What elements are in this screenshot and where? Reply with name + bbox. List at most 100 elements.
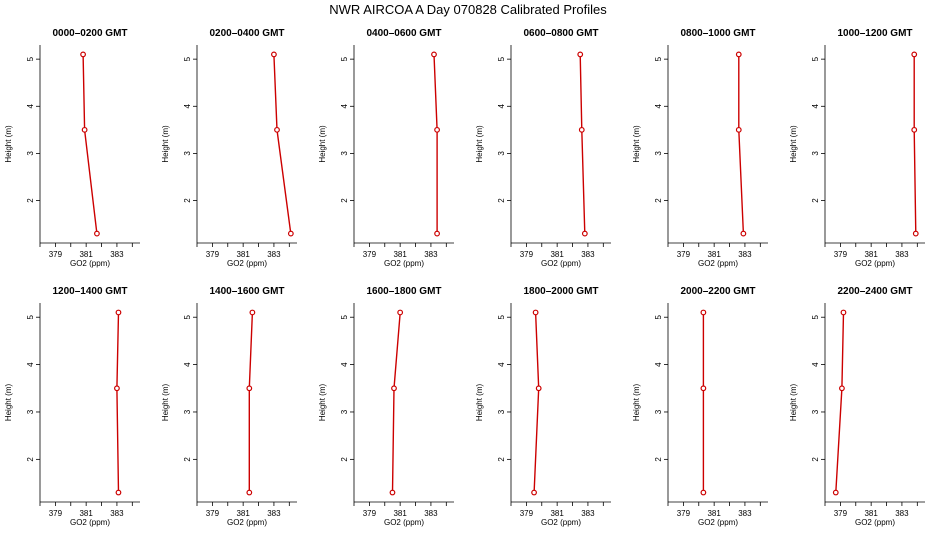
x-tick-label: 381	[550, 250, 564, 259]
x-axis-label: GO2 (ppm)	[855, 518, 895, 527]
profile-line	[913, 54, 917, 234]
x-tick-label: 379	[206, 509, 220, 518]
panel-title: 2000–2200 GMT	[680, 286, 755, 297]
data-point	[391, 385, 397, 392]
y-tick-label: 4	[497, 362, 506, 367]
y-tick-label: 2	[183, 457, 192, 462]
data-point	[249, 309, 256, 316]
data-point	[434, 230, 440, 237]
data-point	[114, 385, 120, 392]
y-tick-label: 4	[497, 104, 506, 109]
y-tick-label: 5	[497, 56, 506, 61]
x-tick-label: 383	[424, 250, 438, 259]
x-axis-label: GO2 (ppm)	[227, 518, 267, 527]
y-tick-label: 4	[811, 104, 820, 109]
y-axis-label: Height (m)	[161, 383, 170, 421]
data-point	[912, 230, 919, 237]
y-axis-label: Height (m)	[475, 125, 484, 163]
x-tick-label: 381	[864, 250, 878, 259]
profile-line	[533, 312, 540, 493]
y-tick-label: 4	[183, 362, 192, 367]
y-tick-label: 2	[340, 457, 349, 462]
y-tick-label: 4	[26, 104, 35, 109]
data-point	[535, 385, 542, 392]
y-tick-label: 2	[811, 457, 820, 462]
data-point	[274, 126, 280, 133]
y-tick-label: 5	[183, 314, 192, 319]
y-tick-label: 4	[26, 362, 35, 367]
data-point	[94, 230, 100, 237]
x-tick-label: 381	[707, 509, 721, 518]
profile-line	[391, 312, 401, 493]
x-axis-label: GO2 (ppm)	[70, 518, 110, 527]
x-tick-label: 381	[550, 509, 564, 518]
x-tick-label: 381	[393, 509, 407, 518]
data-point	[431, 51, 437, 58]
y-tick-label: 3	[340, 409, 349, 414]
y-tick-label: 2	[811, 198, 820, 203]
x-axis-label: GO2 (ppm)	[384, 518, 424, 527]
y-tick-label: 4	[654, 362, 663, 367]
profile-line	[116, 312, 120, 493]
y-tick-label: 5	[654, 314, 663, 319]
y-tick-label: 5	[497, 314, 506, 319]
data-point	[832, 489, 839, 496]
x-tick-label: 383	[267, 250, 281, 259]
x-tick-label: 379	[49, 509, 63, 518]
profile-line	[835, 312, 845, 493]
x-axis-label: GO2 (ppm)	[227, 259, 267, 268]
x-tick-label: 379	[520, 250, 534, 259]
x-tick-label: 383	[895, 509, 909, 518]
y-tick-label: 2	[654, 198, 663, 203]
panel-title: 2200–2400 GMT	[837, 286, 912, 297]
x-tick-label: 381	[236, 509, 250, 518]
panel-title: 0000–0200 GMT	[52, 28, 127, 39]
x-tick-label: 383	[895, 250, 909, 259]
profile-line	[273, 54, 292, 234]
y-tick-label: 5	[340, 314, 349, 319]
y-tick-label: 3	[340, 151, 349, 156]
y-tick-label: 3	[497, 409, 506, 414]
x-tick-label: 379	[363, 250, 377, 259]
y-tick-label: 5	[811, 56, 820, 61]
panel-title: 0800–1000 GMT	[680, 28, 755, 39]
y-tick-label: 2	[340, 198, 349, 203]
y-tick-label: 5	[183, 56, 192, 61]
panel-title: 0200–0400 GMT	[209, 28, 284, 39]
y-tick-label: 4	[340, 104, 349, 109]
panel-title: 0600–0800 GMT	[523, 28, 598, 39]
y-axis-label: Height (m)	[789, 125, 798, 163]
x-tick-label: 381	[707, 250, 721, 259]
y-axis-label: Height (m)	[4, 383, 13, 421]
data-point	[287, 230, 294, 237]
y-tick-label: 3	[183, 409, 192, 414]
y-tick-label: 4	[340, 362, 349, 367]
y-tick-label: 3	[497, 151, 506, 156]
profile-line	[738, 54, 745, 234]
y-tick-label: 5	[340, 56, 349, 61]
x-axis-label: GO2 (ppm)	[855, 259, 895, 268]
data-point	[735, 51, 742, 58]
y-tick-label: 4	[811, 362, 820, 367]
y-axis-label: Height (m)	[632, 125, 641, 163]
panel-title: 1600–1800 GMT	[366, 286, 441, 297]
x-tick-label: 383	[110, 250, 124, 259]
x-tick-label: 383	[738, 250, 752, 259]
data-point	[115, 309, 122, 316]
y-tick-label: 4	[183, 104, 192, 109]
data-point	[740, 230, 747, 237]
x-tick-label: 379	[520, 509, 534, 518]
x-tick-label: 383	[110, 509, 124, 518]
data-point	[581, 230, 588, 237]
data-point	[840, 309, 847, 316]
y-axis-label: Height (m)	[4, 125, 13, 163]
